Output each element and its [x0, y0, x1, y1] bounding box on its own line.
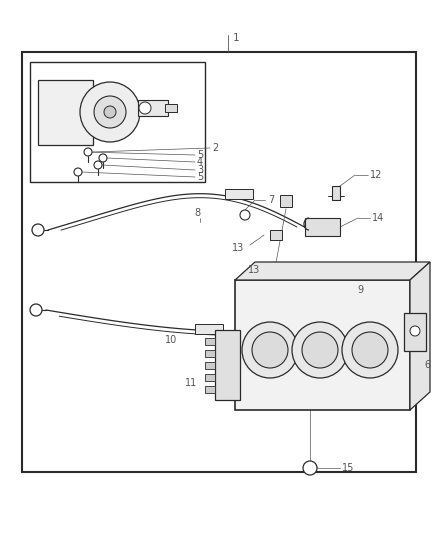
Bar — [404, 313, 426, 351]
Bar — [332, 186, 340, 200]
Polygon shape — [410, 262, 430, 410]
Circle shape — [30, 304, 42, 316]
Text: 5: 5 — [197, 150, 203, 160]
Circle shape — [99, 154, 107, 162]
Circle shape — [302, 332, 338, 368]
Bar — [225, 189, 253, 199]
Polygon shape — [235, 262, 430, 280]
Bar — [38, 80, 93, 145]
Text: 4: 4 — [197, 157, 203, 167]
Bar — [235, 280, 410, 410]
Text: 6: 6 — [424, 360, 430, 370]
Bar — [165, 104, 177, 112]
Bar — [138, 100, 168, 116]
Bar — [22, 52, 416, 472]
Text: 12: 12 — [370, 170, 382, 180]
Bar — [305, 218, 340, 236]
Bar — [195, 324, 223, 334]
Text: 2: 2 — [212, 143, 218, 153]
Circle shape — [84, 148, 92, 156]
Circle shape — [342, 322, 398, 378]
Circle shape — [80, 82, 140, 142]
Bar — [205, 374, 215, 381]
Circle shape — [242, 322, 298, 378]
Circle shape — [292, 322, 348, 378]
Text: 7: 7 — [268, 195, 274, 205]
Text: 1: 1 — [233, 33, 240, 43]
Circle shape — [94, 161, 102, 169]
Text: 8: 8 — [194, 208, 200, 218]
Text: 3: 3 — [197, 165, 203, 175]
Circle shape — [104, 106, 116, 118]
Bar — [280, 195, 292, 207]
Bar — [205, 338, 215, 345]
Bar — [205, 350, 215, 357]
Bar — [205, 386, 215, 393]
Circle shape — [94, 96, 126, 128]
Circle shape — [74, 168, 82, 176]
Text: 13: 13 — [232, 243, 244, 253]
Circle shape — [252, 332, 288, 368]
Text: 13: 13 — [248, 265, 260, 275]
Text: 10: 10 — [165, 335, 177, 345]
Bar — [270, 230, 282, 240]
Bar — [205, 362, 215, 369]
Circle shape — [352, 332, 388, 368]
Bar — [215, 330, 240, 400]
Circle shape — [32, 224, 44, 236]
Text: 5: 5 — [197, 172, 203, 182]
Text: 11: 11 — [185, 378, 197, 388]
Circle shape — [240, 210, 250, 220]
Text: 14: 14 — [372, 213, 384, 223]
Bar — [30, 62, 205, 182]
Circle shape — [139, 102, 151, 114]
Circle shape — [303, 461, 317, 475]
Text: 15: 15 — [342, 463, 354, 473]
Text: 9: 9 — [357, 285, 363, 295]
Circle shape — [410, 326, 420, 336]
